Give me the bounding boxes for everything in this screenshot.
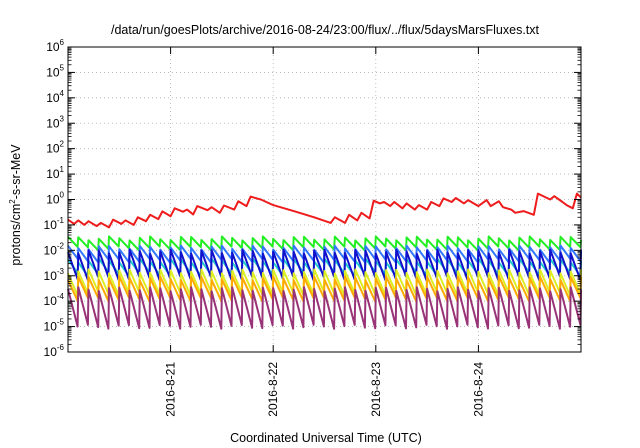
x-tick-labels: 2016-8-21 2016-8-22 2016-8-23 2016-8-24 [164, 362, 486, 417]
x-tick-label: 2016-8-24 [471, 362, 485, 417]
y-tick-label: 106 [46, 38, 64, 54]
y-tick-label: 102 [46, 140, 64, 156]
chart-title: /data/run/goesPlots/archive/2016-08-24/2… [111, 23, 540, 37]
y-axis-label-units: -s-sr-MeV [9, 144, 23, 200]
y-tick-label: 105 [46, 63, 64, 79]
y-tick-label: 10-1 [44, 216, 65, 232]
x-tick-label: 2016-8-22 [266, 362, 280, 417]
y-tick-label: 103 [46, 114, 64, 130]
y-axis-label-superscript: 2 [8, 199, 17, 204]
y-tick-labels: 10-6 10-5 10-4 10-3 10-2 10-1 100 101 102 103 104 1… [44, 38, 65, 359]
y-tick-label: 10-5 [44, 318, 65, 334]
series-line-7 [67, 286, 582, 330]
y-tick-label: 100 [46, 191, 64, 207]
axis-ticks [68, 46, 581, 353]
y-tick-label: 10-6 [44, 343, 65, 359]
x-tick-label: 2016-8-23 [369, 362, 383, 417]
y-axis-label-main: protons/cm [9, 204, 23, 266]
y-tick-label: 10-2 [44, 241, 65, 257]
x-axis-label: Coordinated Universal Time (UTC) [230, 431, 422, 445]
x-tick-label: 2016-8-21 [164, 362, 178, 417]
series-line-1 [67, 235, 582, 252]
y-axis-label: protons/cm2-s-sr-MeV [8, 144, 23, 266]
y-tick-label: 10-4 [44, 292, 65, 308]
y-tick-label: 10-3 [44, 267, 65, 283]
y-tick-label: 104 [46, 89, 64, 105]
series-line-0 [67, 192, 582, 229]
series-layer [67, 192, 582, 330]
y-tick-label: 101 [46, 165, 64, 181]
